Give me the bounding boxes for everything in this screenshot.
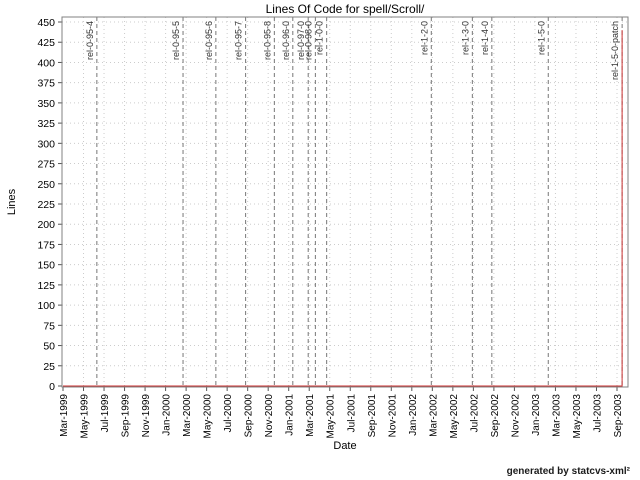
x-tick-label: Sep-1999 — [121, 394, 132, 438]
release-label: rel-0-98-0 — [303, 21, 313, 60]
y-tick-label: 75 — [43, 320, 55, 332]
y-tick-label: 175 — [37, 239, 55, 251]
y-tick-label: 200 — [37, 219, 55, 231]
x-tick-label: May-2000 — [203, 394, 214, 439]
plot-border — [61, 16, 629, 388]
x-tick-label: Mar-1999 — [59, 394, 70, 437]
x-tick-label: May-2002 — [449, 394, 460, 439]
x-tick-label: Jan-2002 — [408, 394, 419, 436]
y-tick-label: 425 — [37, 37, 55, 49]
y-tick-label: 125 — [37, 280, 55, 292]
x-tick-label: Sep-2001 — [367, 394, 378, 438]
x-tick-label: Jul-2003 — [592, 394, 603, 433]
x-tick-label: Nov-2001 — [387, 394, 398, 438]
x-tick-label: Jul-2001 — [346, 394, 357, 433]
y-tick-label: 375 — [37, 78, 55, 90]
y-tick-label: 325 — [37, 118, 55, 130]
release-label: rel-1-5-0-patch — [610, 21, 620, 80]
y-tick-label: 300 — [37, 138, 55, 150]
release-label: rel-0-95-6 — [204, 21, 214, 60]
x-axis-title: Date — [333, 440, 357, 452]
x-tick-label: Jan-2001 — [285, 394, 296, 436]
x-tick-label: Jul-2000 — [223, 394, 234, 433]
release-label: rel-1-4-0 — [480, 21, 490, 55]
release-label: rel-0-96-0 — [281, 21, 291, 60]
x-tick-label: Mar-2002 — [428, 394, 439, 437]
x-tick-label: Mar-2003 — [551, 394, 562, 437]
x-tick-label: Sep-2000 — [244, 394, 255, 438]
release-label: rel-0-97-0 — [296, 21, 306, 60]
y-tick-label: 225 — [37, 199, 55, 211]
x-tick-label: May-1999 — [80, 394, 91, 439]
x-tick-label: Nov-2000 — [264, 394, 275, 438]
release-label: rel-0-95-5 — [171, 21, 181, 60]
y-tick-label: 350 — [37, 98, 55, 110]
series-line — [63, 30, 623, 387]
release-label: rel-1-3-0 — [460, 21, 470, 55]
release-label: rel-0-95-4 — [85, 21, 95, 60]
y-tick-label: 275 — [37, 159, 55, 171]
y-tick-label: 450 — [37, 17, 55, 29]
x-tick-label: Jan-2003 — [531, 394, 542, 436]
x-tick-label: Nov-1999 — [141, 394, 152, 438]
x-tick-label: May-2003 — [572, 394, 583, 439]
x-tick-label: Jan-2000 — [162, 394, 173, 436]
x-tick-label: Sep-2003 — [613, 394, 624, 438]
y-tick-label: 150 — [37, 260, 55, 272]
release-label: rel-1-5-0 — [536, 21, 546, 55]
y-tick-label: 25 — [43, 361, 55, 373]
x-tick-label: Mar-2001 — [305, 394, 316, 437]
x-tick-label: Sep-2002 — [490, 394, 501, 438]
y-tick-label: 50 — [43, 341, 55, 353]
release-label: rel-0-95-7 — [234, 21, 244, 60]
generator-credit: generated by statcvs-xml² — [506, 466, 630, 477]
x-tick-label: Jul-2002 — [469, 394, 480, 433]
x-tick-label: Mar-2000 — [182, 394, 193, 437]
chart-title: Lines Of Code for spell/Scroll/ — [265, 2, 425, 16]
x-tick-label: Jul-1999 — [100, 394, 111, 433]
release-label: rel-1-0-0 — [315, 21, 325, 55]
y-tick-label: 0 — [49, 381, 55, 393]
y-tick-label: 400 — [37, 57, 55, 69]
release-label: rel-0-95-8 — [262, 21, 272, 60]
y-tick-label: 100 — [37, 300, 55, 312]
release-label: rel-1-2-0 — [419, 21, 429, 55]
x-tick-label: Nov-2002 — [510, 394, 521, 438]
x-tick-label: May-2001 — [326, 394, 337, 439]
y-tick-label: 250 — [37, 179, 55, 191]
